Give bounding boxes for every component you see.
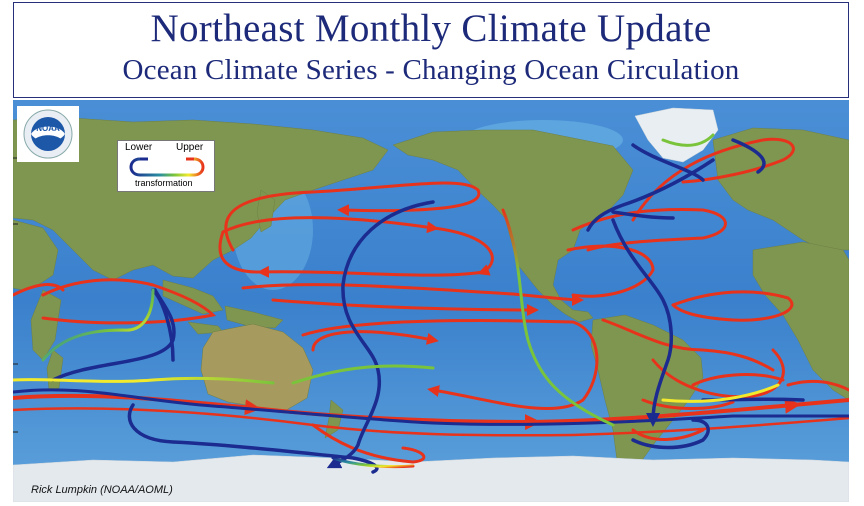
- page-title: Northeast Monthly Climate Update: [150, 7, 712, 50]
- lower-ocean-flows: [13, 138, 849, 474]
- noaa-logo-icon: NOAA: [17, 106, 79, 162]
- upper-ocean-flows: [13, 137, 849, 464]
- svg-text:NOAA: NOAA: [36, 124, 60, 133]
- image-credit: Rick Lumpkin (NOAA/AOML): [31, 484, 173, 496]
- title-banner: Northeast Monthly Climate Update Ocean C…: [13, 2, 849, 98]
- transformation-flows: [13, 133, 780, 469]
- page-subtitle: Ocean Climate Series - Changing Ocean Ci…: [122, 54, 740, 86]
- continents: [13, 107, 849, 502]
- legend-upper-label: Upper: [176, 142, 204, 153]
- world-map: NOAA Lower Upper transformation Rick Lum…: [13, 100, 849, 502]
- map-legend: Lower Upper transformation: [117, 140, 215, 192]
- circulation-map: [13, 100, 849, 502]
- legend-lower-label: Lower: [125, 142, 153, 153]
- legend-loop-icon: [129, 157, 205, 177]
- legend-transformation-label: transformation: [135, 178, 193, 188]
